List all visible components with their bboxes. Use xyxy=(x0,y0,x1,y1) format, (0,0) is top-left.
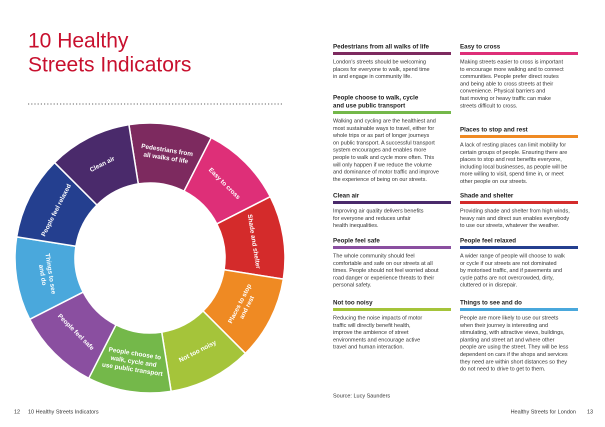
section-text: streets difficult to cross. xyxy=(460,103,518,109)
section-text: A wider range of people will choose to w… xyxy=(460,253,565,259)
section-text: health inequalities. xyxy=(333,223,379,229)
section-heading: Not too noisy xyxy=(333,300,373,307)
section-text: times. People should not feel worried ab… xyxy=(333,268,439,274)
section-heading: People feel relaxed xyxy=(460,238,516,245)
footer-title: 10 Healthy Streets Indicators xyxy=(28,409,99,415)
section-text: planting and street art and where other xyxy=(460,337,555,343)
section-text: cycle paths are not overcrowded, dirty, xyxy=(460,275,554,281)
section-rule xyxy=(460,308,578,311)
section-text: road danger or experience threats to the… xyxy=(333,275,434,281)
section-text: improve the ambience of street xyxy=(333,330,409,336)
section-text: Walking and cycling are the healthiest a… xyxy=(333,118,436,124)
section-rule xyxy=(333,201,451,204)
section-rule xyxy=(460,246,578,249)
section-rule xyxy=(460,135,578,138)
section-text: they need are within short distances so … xyxy=(460,359,567,365)
section-text: will only happen if we reduce the volume xyxy=(332,162,432,168)
section-text: or cycle if our streets are not dominate… xyxy=(460,261,557,267)
section-text: heavy rain and direct sun enables everyb… xyxy=(460,216,569,222)
section-text: to encourage more walking and to connect xyxy=(460,67,564,73)
section-text: convenience. Physical barriers and xyxy=(460,89,545,95)
section-text: Reducing the noise impacts of motor xyxy=(333,315,422,321)
section-text: communities. People prefer direct routes xyxy=(460,74,559,80)
section-text: Making streets easier to cross is import… xyxy=(460,59,563,65)
section-text: A lack of resting places can limit mobil… xyxy=(460,142,566,148)
section-heading: Places to stop and rest xyxy=(460,127,528,134)
footer-title: Healthy Streets for London xyxy=(511,409,576,415)
source: Source: Lucy Saunders xyxy=(333,393,390,399)
page-number: 13 xyxy=(587,409,593,415)
section-text: the experience of being on our streets. xyxy=(333,177,427,183)
section-text: whole trips or as part of longer journey… xyxy=(332,133,430,139)
section-text: environments and encourage active xyxy=(333,337,420,343)
section-text: stimulating, with attractive views, buil… xyxy=(460,330,565,336)
section-text: other people on our streets. xyxy=(460,179,528,185)
segment-label: and do xyxy=(37,264,47,286)
section-text: places to stop and rest benefits everyon… xyxy=(460,157,562,163)
section-rule xyxy=(333,246,451,249)
title-line: 10 Healthy xyxy=(28,30,129,53)
section-heading: People feel safe xyxy=(333,238,380,245)
section-text: Improving air quality delivers benefits xyxy=(333,208,424,214)
section-text: places for everyone to walk, spend time xyxy=(333,67,430,73)
section-text: travel and human interaction. xyxy=(333,345,404,351)
section-text: to use our streets, whatever the weather… xyxy=(460,223,560,229)
section-text: people to walk and cycle more often. Thi… xyxy=(333,155,434,161)
title-line: Streets Indicators xyxy=(28,54,191,77)
section-text: in and engage in community life. xyxy=(333,74,412,80)
section-text: system encourages and enables more xyxy=(333,148,426,154)
section-text: dependent on cars if the shops and servi… xyxy=(460,352,568,358)
section-text: People are more likely to use our street… xyxy=(460,315,559,321)
section-text: including local businesses, as people wi… xyxy=(460,164,567,170)
section-rule xyxy=(333,308,451,311)
section-rule xyxy=(333,111,451,114)
section-text: for everyone and reduces unfair xyxy=(333,216,411,222)
section-text: when their journey is interesting and xyxy=(459,323,548,329)
section-text: and being able to cross streets at their xyxy=(460,81,553,87)
section-text: and dominance of motor traffic and impro… xyxy=(333,170,439,176)
section-heading: People choose to walk, cycle xyxy=(333,95,419,102)
section-text: London's streets should be welcoming xyxy=(333,59,426,65)
section-text: traffic will directly benefit health, xyxy=(333,323,411,329)
section-text: do not need to drive to get to them. xyxy=(460,367,546,373)
section-heading: Things to see and do xyxy=(460,300,522,307)
section-text: Providing shade and shelter from high wi… xyxy=(460,208,570,214)
section-text: on public transport. A successful transp… xyxy=(333,140,435,146)
section-text: fast moving or heavy traffic can make xyxy=(460,96,551,102)
section-text: personal safety. xyxy=(333,283,372,289)
section-text: cluttered or in disrepair. xyxy=(460,283,518,289)
section-text: comfortable and safe on our streets at a… xyxy=(333,261,433,267)
section-rule xyxy=(333,52,451,55)
section-text: people are using the street. They will b… xyxy=(460,345,569,351)
section-text: The whole community should feel xyxy=(333,253,415,259)
section-text: more willing to visit, spend time in, or… xyxy=(460,172,564,178)
section-text: by motorised traffic, and if pavements a… xyxy=(460,268,562,274)
section-heading: Easy to cross xyxy=(460,44,501,51)
section-heading: Pedestrians from all walks of life xyxy=(333,44,429,51)
section-heading: Clean air xyxy=(333,193,360,200)
wheel-segment xyxy=(53,123,140,207)
section-heading: and use public transport xyxy=(333,103,405,110)
page-number: 12 xyxy=(14,409,20,415)
section-text: most sustainable ways to travel, either … xyxy=(333,126,434,132)
section-heading: Shade and shelter xyxy=(460,193,514,200)
section-text: certain groups of people. Ensuring there… xyxy=(460,150,567,156)
section-rule xyxy=(460,201,578,204)
section-rule xyxy=(460,52,578,55)
